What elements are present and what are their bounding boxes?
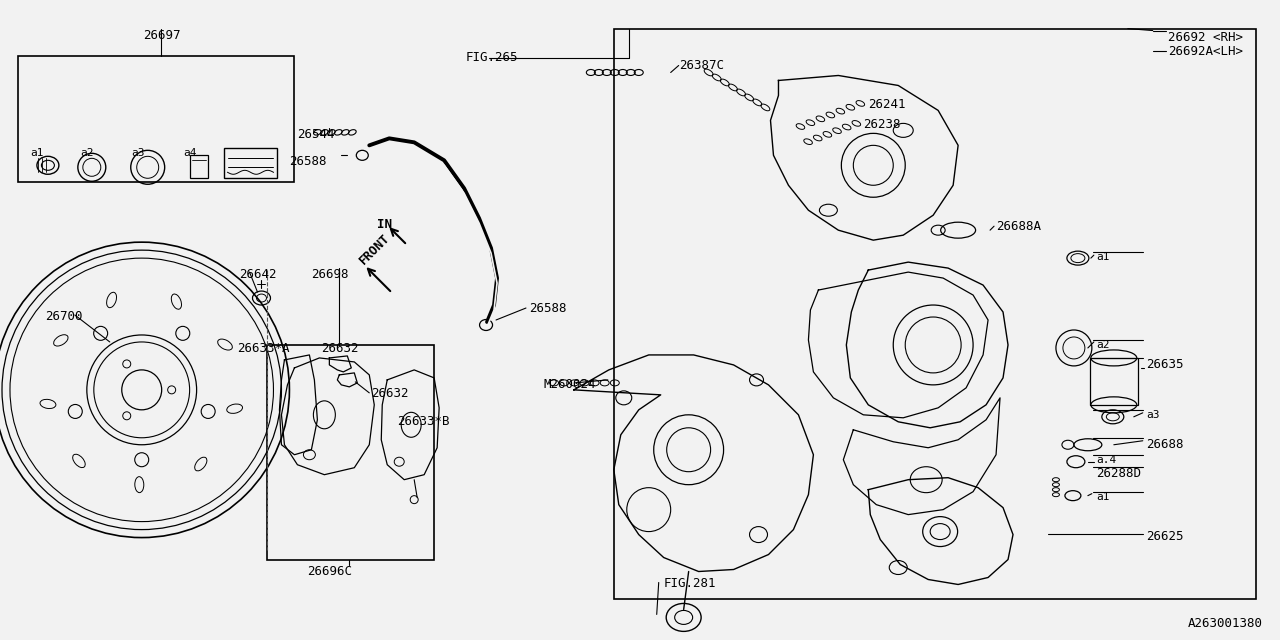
Text: A263001380: A263001380 (1188, 618, 1262, 630)
Bar (1089, 358, 1138, 405)
Text: a1: a1 (1096, 252, 1110, 262)
Bar (224, 148, 278, 179)
Text: a2: a2 (79, 148, 93, 158)
Text: FRONT: FRONT (357, 232, 393, 268)
Text: 26625: 26625 (1146, 529, 1183, 543)
Text: 26696C: 26696C (307, 564, 352, 577)
Text: 26642: 26642 (239, 268, 276, 281)
Text: 26635: 26635 (1146, 358, 1183, 371)
Text: 26633*B: 26633*B (397, 415, 449, 428)
Text: 26688: 26688 (1146, 438, 1183, 451)
Text: FIG.265: FIG.265 (466, 51, 518, 63)
Text: 26241: 26241 (868, 99, 906, 111)
Text: FIG.281: FIG.281 (664, 577, 717, 591)
Text: 26288D: 26288D (1096, 467, 1140, 480)
Text: a3: a3 (132, 148, 145, 158)
Text: 26697: 26697 (143, 29, 180, 42)
Text: IN: IN (378, 218, 392, 231)
Text: 26700: 26700 (45, 310, 82, 323)
Text: 26632: 26632 (321, 342, 358, 355)
Text: 26633*A: 26633*A (238, 342, 291, 355)
Text: 26387C: 26387C (678, 58, 723, 72)
Text: 26632: 26632 (371, 387, 408, 400)
Text: 26544: 26544 (297, 129, 335, 141)
Text: M260024: M260024 (544, 378, 596, 391)
Text: a.4: a.4 (1096, 455, 1116, 465)
Text: a4: a4 (183, 148, 197, 158)
Text: a1: a1 (29, 148, 44, 158)
Text: a2: a2 (1096, 340, 1110, 350)
Text: 26238: 26238 (863, 118, 901, 131)
Bar (189, 156, 207, 179)
Text: 26692 <RH>: 26692 <RH> (1167, 31, 1243, 44)
Text: 26698: 26698 (311, 268, 349, 281)
Bar (268, 345, 434, 559)
Text: a1: a1 (1096, 492, 1110, 502)
Text: 26588: 26588 (529, 302, 567, 315)
Text: a3: a3 (1146, 410, 1160, 420)
Text: 26688A: 26688A (996, 220, 1041, 233)
Bar (614, 29, 1256, 600)
Bar (18, 56, 294, 182)
Text: 26588: 26588 (289, 156, 326, 168)
Text: 26692A<LH>: 26692A<LH> (1167, 45, 1243, 58)
